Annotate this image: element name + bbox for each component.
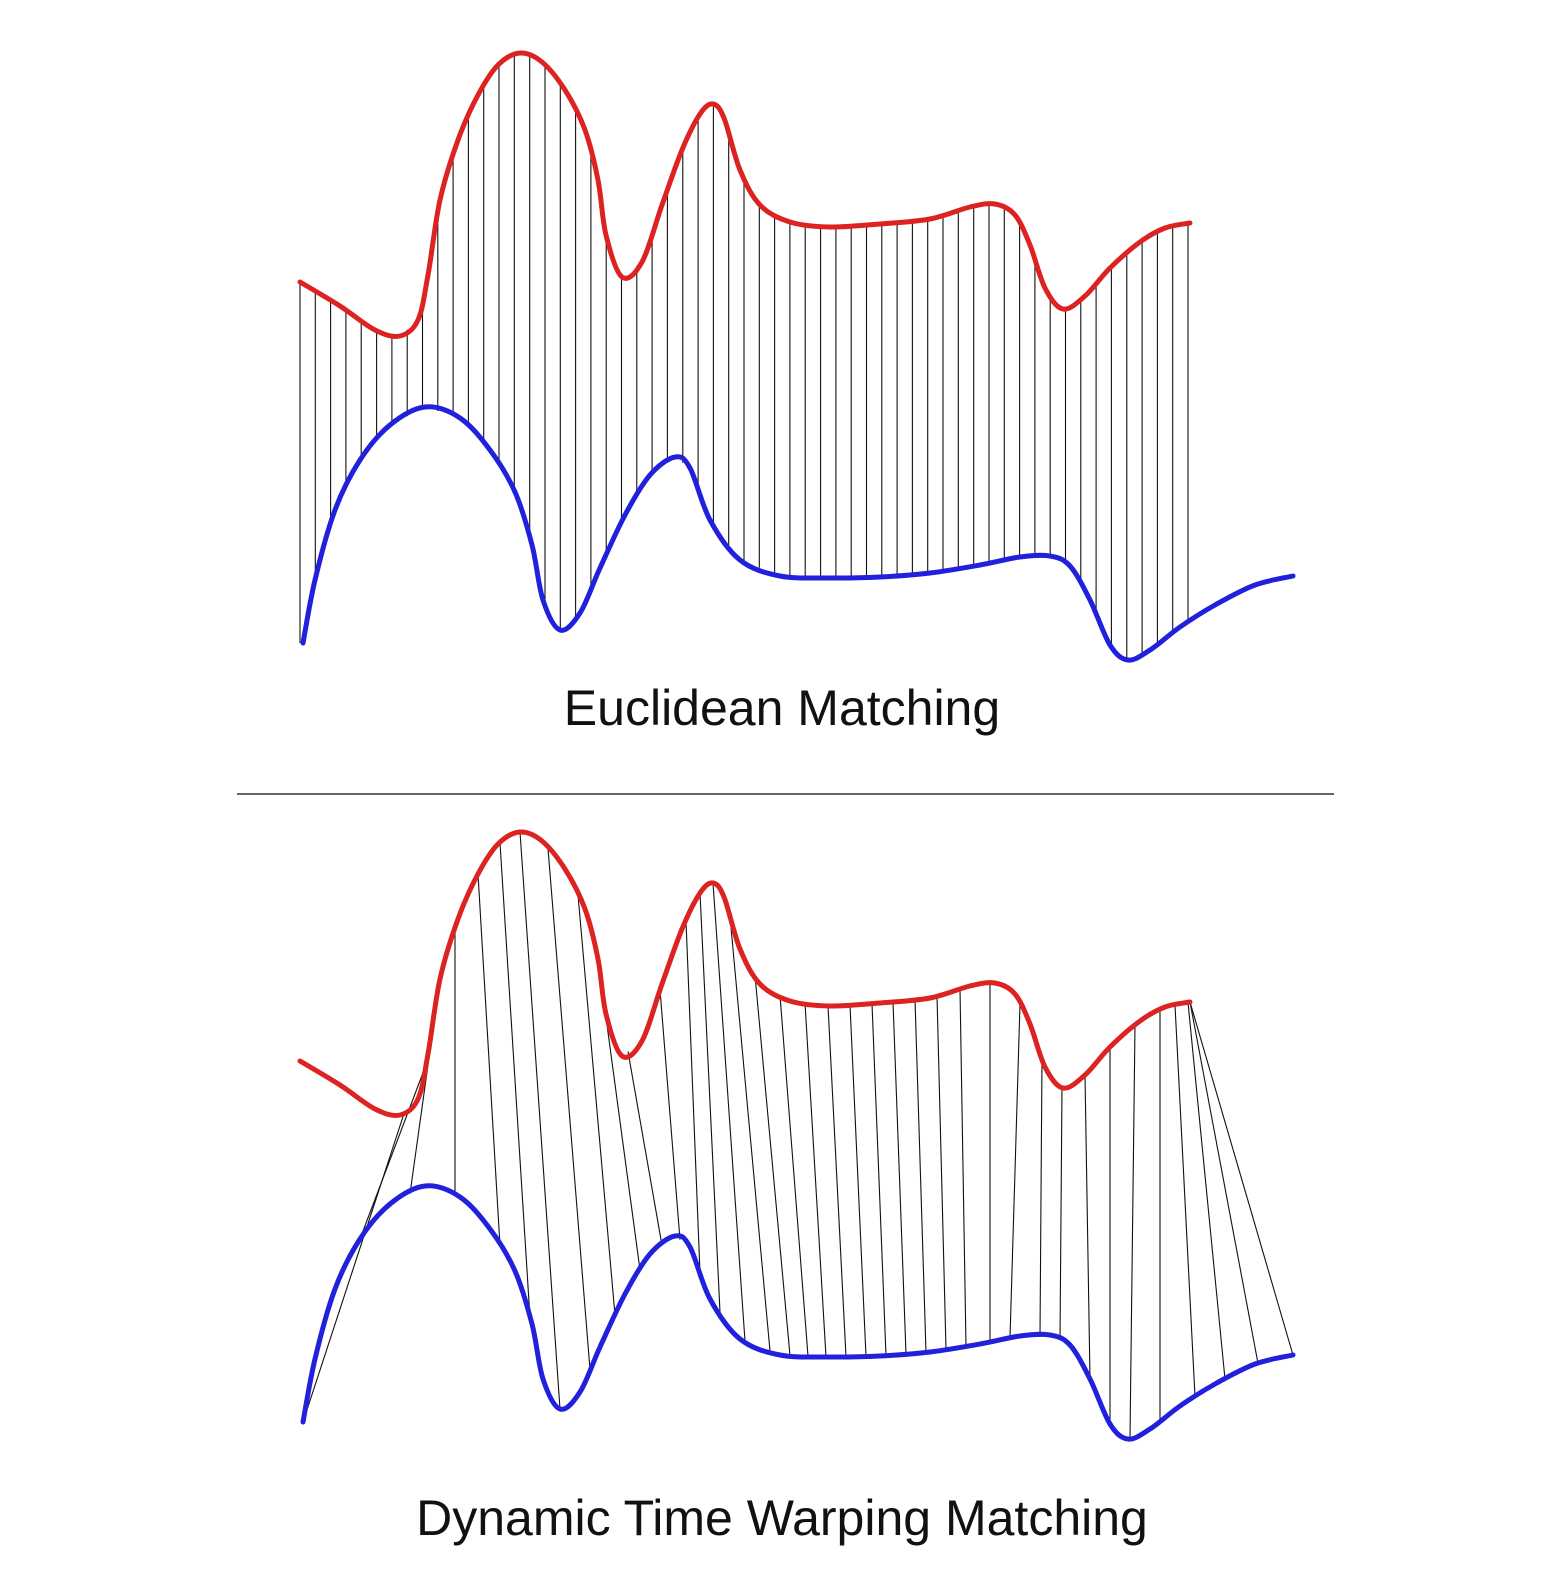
dtw-connector: [914, 999, 927, 1353]
dtw-connector: [302, 1110, 406, 1423]
dtw-connector: [827, 1005, 847, 1357]
dtw-connector: [1187, 1002, 1226, 1380]
dtw-connector: [547, 848, 591, 1370]
euclidean-series-a: [297, 50, 1193, 339]
dtw-series-b: [300, 1183, 1296, 1442]
dtw-connector: [577, 894, 616, 1316]
euclidean-connectors: [299, 56, 1189, 659]
dtw-connector: [936, 995, 947, 1350]
dtw-caption: Dynamic Time Warping Matching: [416, 1490, 1148, 1546]
dtw-connector: [627, 1051, 663, 1246]
dtw-connector: [519, 831, 561, 1410]
dtw-connector: [685, 920, 701, 1274]
euclidean-caption: Euclidean Matching: [563, 680, 1001, 736]
dtw-connector: [712, 882, 746, 1342]
dtw-connector: [499, 842, 531, 1318]
dtw-connector: [477, 873, 501, 1246]
dtw-connector: [1059, 1086, 1063, 1341]
dtw-connector: [1189, 1001, 1294, 1356]
euclidean-panel: [297, 50, 1296, 663]
dtw-connector: [754, 975, 791, 1356]
dtw-connector: [1009, 1003, 1021, 1339]
dtw-connector: [1129, 1025, 1136, 1439]
euclidean-series-b: [300, 404, 1296, 663]
dtw-connector: [959, 988, 967, 1347]
dtw-connector: [729, 916, 771, 1352]
dtw-connector: [892, 1001, 907, 1354]
dtw-connector: [1039, 1058, 1043, 1336]
dtw-connectors: [302, 831, 1294, 1439]
dtw-series-a: [297, 829, 1193, 1118]
dtw-connector: [871, 1003, 887, 1356]
dtw-connector: [779, 995, 809, 1357]
dtw-connector: [804, 1002, 827, 1357]
dtw-connector: [699, 892, 721, 1313]
dtw-connector: [1174, 1004, 1196, 1397]
dtw-panel: [297, 829, 1296, 1442]
dtw-connector: [1189, 1001, 1259, 1364]
dtw-connector: [1084, 1074, 1091, 1380]
dtw-connector: [359, 1067, 426, 1240]
dtw-connector: [849, 1004, 867, 1357]
dtw-connector: [659, 989, 681, 1240]
